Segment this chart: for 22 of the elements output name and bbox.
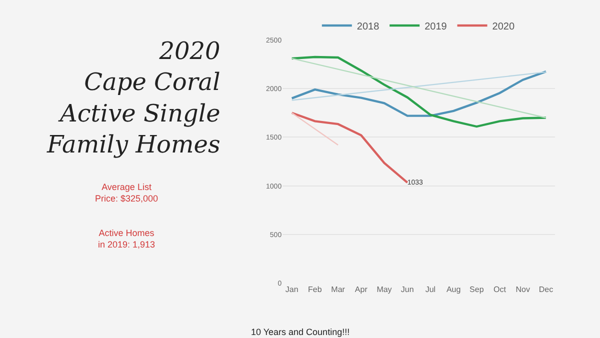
- x-tick-label: Oct: [494, 285, 507, 294]
- x-tick-label: Apr: [354, 285, 368, 294]
- x-tick-label: Jul: [425, 285, 436, 294]
- x-tick-label: Jan: [285, 285, 298, 294]
- x-tick-label: Mar: [331, 285, 346, 294]
- text: Active Homes in 2019: 1,913: [98, 228, 156, 250]
- text: 10 Years and Counting!!!: [251, 327, 350, 337]
- line-series: [290, 56, 548, 128]
- text: 2020 Cape Coral Active Single Family Homes: [46, 37, 220, 159]
- legend-label: 2018: [356, 21, 380, 32]
- x-tick-label: Dec: [538, 285, 554, 294]
- line-series: [290, 70, 548, 117]
- x-tick-label: Feb: [308, 285, 322, 294]
- text: Average List Price: $325,000: [95, 182, 158, 204]
- x-tick-label: Aug: [446, 285, 461, 294]
- x-tick-label: May: [376, 285, 392, 294]
- x-tick-label: Nov: [516, 285, 530, 294]
- legend-label: 2020: [492, 21, 515, 32]
- x-tick-label: Jun: [400, 285, 414, 294]
- x-tick-label: Sep: [470, 285, 484, 294]
- legend-label: 2019: [424, 21, 448, 32]
- line-series: [290, 112, 408, 184]
